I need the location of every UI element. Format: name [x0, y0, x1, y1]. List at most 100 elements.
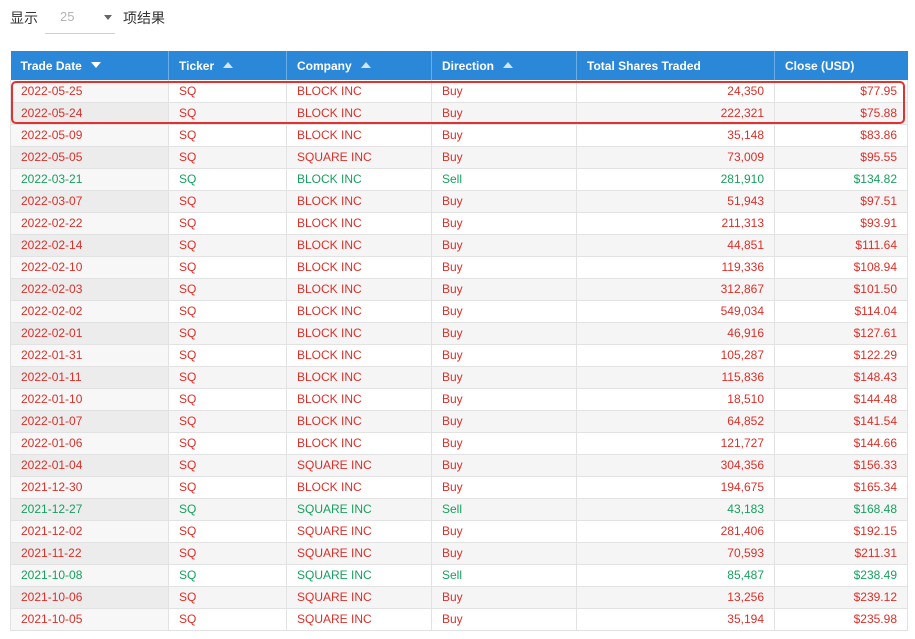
direction-cell: Buy [431, 520, 577, 543]
shares-cell: 121,727 [576, 432, 775, 455]
column-header-label: Total Shares Traded [587, 58, 701, 73]
trade-date-cell: 2022-01-06 [10, 432, 169, 455]
table-row[interactable]: 2022-02-01 SQ BLOCK INC Buy 46,916 $127.61 [10, 322, 908, 345]
direction-cell: Sell [431, 498, 577, 521]
company-cell: BLOCK INC [286, 256, 432, 279]
table-row[interactable]: 2022-01-11 SQ BLOCK INC Buy 115,836 $148.43 [10, 366, 908, 389]
column-header-close-usd[interactable]: Close (USD) [774, 51, 908, 80]
column-header-total-shares-traded[interactable]: Total Shares Traded [576, 51, 775, 80]
table-row[interactable]: 2022-05-25 SQ BLOCK INC Buy 24,350 $77.95 [10, 80, 908, 103]
table-row[interactable]: 2021-10-05 SQ SQUARE INC Buy 35,194 $235.98 [10, 608, 908, 631]
close-cell: $168.48 [774, 498, 908, 521]
trade-date-cell: 2021-12-02 [10, 520, 169, 543]
close-cell: $156.33 [774, 454, 908, 477]
direction-cell: Buy [431, 322, 577, 345]
company-cell: BLOCK INC [286, 234, 432, 257]
page-size-select[interactable]: 25 [45, 0, 115, 34]
close-cell: $122.29 [774, 344, 908, 367]
direction-cell: Buy [431, 410, 577, 433]
column-header-company[interactable]: Company [286, 51, 432, 80]
table-row[interactable]: 2022-03-07 SQ BLOCK INC Buy 51,943 $97.51 [10, 190, 908, 213]
ticker-cell: SQ [168, 410, 287, 433]
table-row[interactable]: 2022-01-07 SQ BLOCK INC Buy 64,852 $141.54 [10, 410, 908, 433]
direction-cell: Buy [431, 476, 577, 499]
column-header-ticker[interactable]: Ticker [168, 51, 287, 80]
ticker-cell: SQ [168, 542, 287, 565]
trade-date-cell: 2022-02-01 [10, 322, 169, 345]
company-cell: SQUARE INC [286, 498, 432, 521]
trade-date-cell: 2022-01-10 [10, 388, 169, 411]
direction-cell: Buy [431, 608, 577, 631]
table-row[interactable]: 2022-01-31 SQ BLOCK INC Buy 105,287 $122.29 [10, 344, 908, 367]
shares-cell: 304,356 [576, 454, 775, 477]
table-row[interactable]: 2022-01-10 SQ BLOCK INC Buy 18,510 $144.48 [10, 388, 908, 411]
table-row[interactable]: 2021-10-06 SQ SQUARE INC Buy 13,256 $239.12 [10, 586, 908, 609]
trade-date-cell: 2021-12-30 [10, 476, 169, 499]
table-row[interactable]: 2022-05-05 SQ SQUARE INC Buy 73,009 $95.55 [10, 146, 908, 169]
ticker-cell: SQ [168, 124, 287, 147]
shares-cell: 194,675 [576, 476, 775, 499]
company-cell: BLOCK INC [286, 168, 432, 191]
direction-cell: Sell [431, 168, 577, 191]
table-row[interactable]: 2022-02-14 SQ BLOCK INC Buy 44,851 $111.64 [10, 234, 908, 257]
ticker-cell: SQ [168, 454, 287, 477]
direction-cell: Buy [431, 542, 577, 565]
sort-ascending-icon [503, 62, 514, 69]
direction-cell: Buy [431, 344, 577, 367]
table-row[interactable]: 2021-10-08 SQ SQUARE INC Sell 85,487 $238.49 [10, 564, 908, 587]
close-cell: $75.88 [774, 102, 908, 125]
ticker-cell: SQ [168, 520, 287, 543]
direction-cell: Buy [431, 212, 577, 235]
table-row[interactable]: 2021-12-30 SQ BLOCK INC Buy 194,675 $165.34 [10, 476, 908, 499]
direction-cell: Buy [431, 278, 577, 301]
ticker-cell: SQ [168, 168, 287, 191]
trade-date-cell: 2022-01-07 [10, 410, 169, 433]
table-header-row: Trade Date Ticker Company Direction Tota… [10, 51, 908, 80]
trade-date-cell: 2022-05-24 [10, 102, 169, 125]
close-cell: $239.12 [774, 586, 908, 609]
table-row[interactable]: 2021-12-02 SQ SQUARE INC Buy 281,406 $192.15 [10, 520, 908, 543]
company-cell: BLOCK INC [286, 366, 432, 389]
table-row[interactable]: 2022-05-24 SQ BLOCK INC Buy 222,321 $75.88 [10, 102, 908, 125]
ticker-cell: SQ [168, 278, 287, 301]
direction-cell: Buy [431, 80, 577, 103]
close-cell: $77.95 [774, 80, 908, 103]
shares-cell: 211,313 [576, 212, 775, 235]
table-row[interactable]: 2022-01-04 SQ SQUARE INC Buy 304,356 $156.33 [10, 454, 908, 477]
ticker-cell: SQ [168, 190, 287, 213]
direction-cell: Buy [431, 300, 577, 323]
trade-date-cell: 2022-01-11 [10, 366, 169, 389]
table-row[interactable]: 2022-01-06 SQ BLOCK INC Buy 121,727 $144.66 [10, 432, 908, 455]
table-row[interactable]: 2022-05-09 SQ BLOCK INC Buy 35,148 $83.86 [10, 124, 908, 147]
company-cell: BLOCK INC [286, 80, 432, 103]
column-header-trade-date[interactable]: Trade Date [10, 51, 169, 80]
column-header-direction[interactable]: Direction [431, 51, 577, 80]
company-cell: BLOCK INC [286, 102, 432, 125]
company-cell: SQUARE INC [286, 146, 432, 169]
close-cell: $148.43 [774, 366, 908, 389]
shares-cell: 119,336 [576, 256, 775, 279]
company-cell: BLOCK INC [286, 212, 432, 235]
table-row[interactable]: 2022-02-02 SQ BLOCK INC Buy 549,034 $114.04 [10, 300, 908, 323]
ticker-cell: SQ [168, 322, 287, 345]
ticker-cell: SQ [168, 432, 287, 455]
company-cell: SQUARE INC [286, 542, 432, 565]
company-cell: BLOCK INC [286, 476, 432, 499]
table-row[interactable]: 2021-12-27 SQ SQUARE INC Sell 43,183 $168.48 [10, 498, 908, 521]
table-row[interactable]: 2021-11-22 SQ SQUARE INC Buy 70,593 $211.31 [10, 542, 908, 565]
trade-date-cell: 2022-01-31 [10, 344, 169, 367]
company-cell: SQUARE INC [286, 608, 432, 631]
sort-descending-icon [90, 62, 101, 69]
close-cell: $144.66 [774, 432, 908, 455]
table-row[interactable]: 2022-02-10 SQ BLOCK INC Buy 119,336 $108.94 [10, 256, 908, 279]
table-row[interactable]: 2022-03-21 SQ BLOCK INC Sell 281,910 $134.82 [10, 168, 908, 191]
page-size-prefix-label: 显示 [10, 10, 38, 26]
table-row[interactable]: 2022-02-03 SQ BLOCK INC Buy 312,867 $101.50 [10, 278, 908, 301]
shares-cell: 105,287 [576, 344, 775, 367]
trade-date-cell: 2022-05-09 [10, 124, 169, 147]
trade-date-cell: 2022-05-25 [10, 80, 169, 103]
trade-date-cell: 2022-02-10 [10, 256, 169, 279]
table-row[interactable]: 2022-02-22 SQ BLOCK INC Buy 211,313 $93.91 [10, 212, 908, 235]
company-cell: BLOCK INC [286, 344, 432, 367]
shares-cell: 281,910 [576, 168, 775, 191]
